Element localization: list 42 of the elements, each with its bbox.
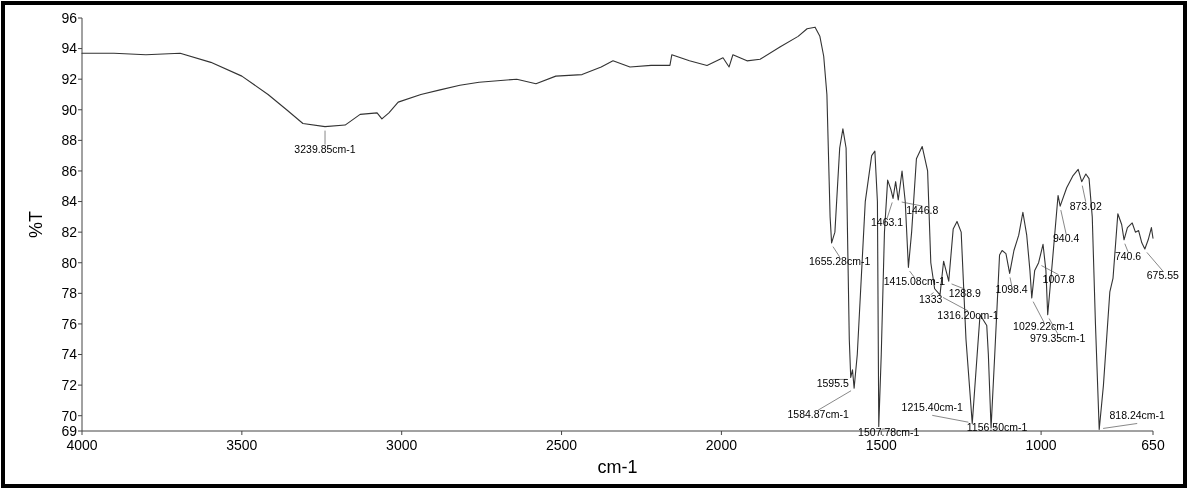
y-tick-label: 69 bbox=[61, 422, 78, 439]
annotation: 1098.4 bbox=[995, 283, 1028, 296]
x-tick-label: 2000 bbox=[705, 437, 738, 453]
annotation: 740.6 bbox=[1114, 249, 1142, 262]
y-tick-label: 92 bbox=[61, 71, 78, 88]
annotation: 1584.87cm-1 bbox=[787, 408, 849, 421]
y-tick-label: 78 bbox=[61, 285, 78, 302]
y-tick-label: 94 bbox=[61, 40, 78, 57]
y-tick-label: 86 bbox=[61, 162, 78, 179]
x-tick-label: 3500 bbox=[226, 437, 258, 453]
y-tick-label: 82 bbox=[61, 224, 78, 241]
y-tick-label: 90 bbox=[61, 101, 78, 118]
annotation: 1507.78cm-1 bbox=[858, 426, 920, 439]
x-tick-label: 1500 bbox=[865, 437, 898, 453]
x-tick-label: 650 bbox=[1141, 437, 1165, 453]
annotation: 3239.85cm-1 bbox=[294, 142, 356, 155]
annotation: 1333 bbox=[918, 292, 943, 305]
annotation: 1156.50cm-1 bbox=[966, 420, 1028, 433]
x-tick-label: 2500 bbox=[545, 437, 578, 453]
x-tick-label: 4000 bbox=[66, 437, 98, 453]
annotation: 1446.8 bbox=[906, 204, 939, 217]
annotation: 1415.08cm-1 bbox=[883, 275, 946, 288]
y-tick-label: 72 bbox=[61, 377, 78, 394]
annotation: 1655.28cm-1 bbox=[808, 254, 871, 267]
y-tick-label: 76 bbox=[61, 315, 78, 332]
annotation: 979.35cm-1 bbox=[1029, 331, 1086, 344]
annotation: 1215.40cm-1 bbox=[901, 401, 964, 414]
annotation: 1288.9 bbox=[948, 287, 981, 300]
y-tick-label: 74 bbox=[61, 346, 78, 363]
annotation: 1029.22cm-1 bbox=[1013, 319, 1075, 332]
y-tick-label: 70 bbox=[61, 407, 78, 424]
y-tick-label: 88 bbox=[61, 132, 78, 149]
annotation: 818.24cm-1 bbox=[1109, 409, 1166, 422]
y-tick-label: 96 bbox=[61, 9, 78, 26]
y-axis-title: %T bbox=[26, 211, 46, 238]
x-tick-label: 3000 bbox=[386, 437, 418, 453]
annotation: 675.55 bbox=[1146, 268, 1180, 281]
x-tick-label: 1000 bbox=[1025, 437, 1057, 453]
y-tick-label: 80 bbox=[61, 254, 78, 271]
x-axis-title: cm-1 bbox=[597, 457, 638, 477]
annotation: 1595.5 bbox=[816, 377, 849, 390]
y-tick-label: 84 bbox=[61, 193, 78, 210]
